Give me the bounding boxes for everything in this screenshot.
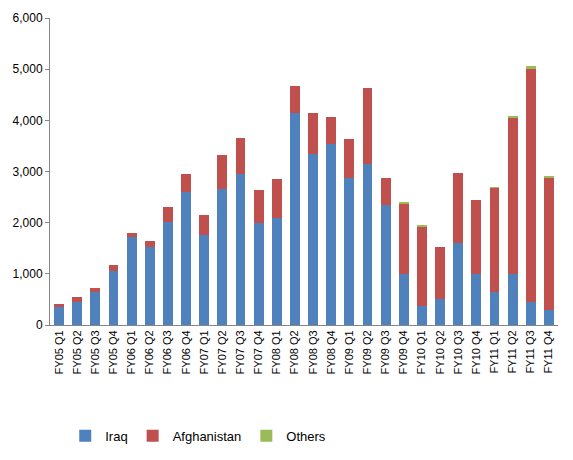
svg-text:5,000: 5,000 <box>13 62 43 76</box>
svg-text:FY05 Q3: FY05 Q3 <box>89 330 101 374</box>
svg-text:FY10 Q3: FY10 Q3 <box>452 330 464 374</box>
svg-text:FY05 Q1: FY05 Q1 <box>53 330 65 374</box>
svg-text:FY05 Q2: FY05 Q2 <box>71 330 83 374</box>
svg-text:FY06 Q4: FY06 Q4 <box>180 330 192 374</box>
svg-text:FY10 Q4: FY10 Q4 <box>470 330 482 374</box>
svg-text:1,000: 1,000 <box>13 267 43 281</box>
svg-text:FY08 Q1: FY08 Q1 <box>270 330 282 374</box>
svg-text:FY06 Q1: FY06 Q1 <box>125 330 137 374</box>
svg-text:FY10 Q1: FY10 Q1 <box>416 330 428 374</box>
svg-text:6,000: 6,000 <box>13 11 43 25</box>
svg-text:FY10 Q2: FY10 Q2 <box>434 330 446 374</box>
svg-text:FY11 Q3: FY11 Q3 <box>524 330 536 373</box>
svg-text:FY07 Q4: FY07 Q4 <box>252 330 264 374</box>
svg-text:FY05 Q4: FY05 Q4 <box>107 330 119 374</box>
svg-text:0: 0 <box>36 318 43 332</box>
svg-text:FY07 Q3: FY07 Q3 <box>234 330 246 374</box>
svg-text:FY11 Q1: FY11 Q1 <box>488 330 500 373</box>
svg-text:FY07 Q1: FY07 Q1 <box>198 330 210 374</box>
svg-text:FY08 Q3: FY08 Q3 <box>307 330 319 374</box>
svg-text:FY06 Q3: FY06 Q3 <box>162 330 174 374</box>
svg-text:Afghanistan: Afghanistan <box>173 429 242 444</box>
svg-text:Others: Others <box>286 429 326 444</box>
svg-text:4,000: 4,000 <box>13 114 43 128</box>
svg-text:FY11 Q2: FY11 Q2 <box>506 330 518 373</box>
svg-text:FY09 Q2: FY09 Q2 <box>361 330 373 374</box>
svg-text:FY08 Q2: FY08 Q2 <box>289 330 301 374</box>
svg-text:FY09 Q4: FY09 Q4 <box>397 330 409 374</box>
svg-text:2,000: 2,000 <box>13 216 43 230</box>
svg-text:FY11 Q4: FY11 Q4 <box>543 330 555 373</box>
svg-text:FY09 Q3: FY09 Q3 <box>379 330 391 374</box>
svg-text:FY09 Q1: FY09 Q1 <box>343 330 355 374</box>
svg-text:3,000: 3,000 <box>13 165 43 179</box>
svg-text:FY08 Q4: FY08 Q4 <box>325 330 337 374</box>
svg-text:FY06 Q2: FY06 Q2 <box>143 330 155 374</box>
svg-text:FY07 Q2: FY07 Q2 <box>216 330 228 374</box>
svg-text:Iraq: Iraq <box>105 429 127 444</box>
